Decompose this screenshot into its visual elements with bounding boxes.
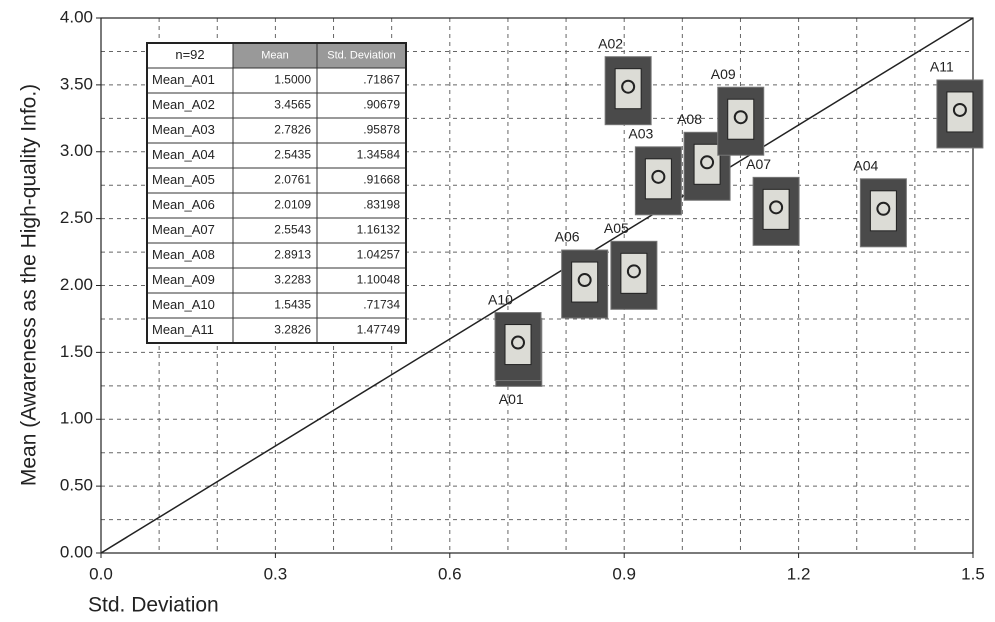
cell-text: 3.2283 bbox=[274, 273, 311, 287]
cell-text: 1.5000 bbox=[274, 73, 311, 87]
y-tick-label: 2.50 bbox=[60, 208, 93, 227]
header-text: Std. Deviation bbox=[327, 49, 395, 61]
cell-text: .90679 bbox=[363, 98, 400, 112]
y-tick-label: 0.50 bbox=[60, 476, 93, 495]
point-label: A02 bbox=[598, 35, 623, 51]
cell-text: .91668 bbox=[363, 173, 400, 187]
cell-text: Mean_A05 bbox=[152, 172, 215, 187]
x-tick-label: 1.2 bbox=[787, 564, 811, 583]
cell-text: Mean_A06 bbox=[152, 197, 215, 212]
header-text: Mean bbox=[261, 49, 289, 61]
point-label: A08 bbox=[677, 111, 702, 127]
cell-text: 2.5435 bbox=[274, 148, 311, 162]
cell-text: .71867 bbox=[363, 73, 400, 87]
cell-text: .83198 bbox=[363, 198, 400, 212]
cell-text: Mean_A04 bbox=[152, 147, 215, 162]
point: A07 bbox=[746, 156, 799, 245]
cell-text: Mean_A02 bbox=[152, 97, 215, 112]
point: A04 bbox=[853, 158, 906, 247]
point-label: A04 bbox=[853, 158, 878, 174]
sign-plate bbox=[615, 69, 641, 109]
point-label: A11 bbox=[930, 59, 954, 75]
cell-text: 2.8913 bbox=[274, 248, 311, 262]
x-tick-label: 0.9 bbox=[612, 564, 636, 583]
point: A10 bbox=[488, 291, 541, 380]
cell-text: 1.16132 bbox=[357, 223, 401, 237]
point-label: A07 bbox=[746, 156, 771, 172]
point: A03 bbox=[628, 126, 681, 215]
point-label: A03 bbox=[628, 126, 653, 142]
cell-text: 2.0109 bbox=[274, 198, 311, 212]
cell-text: Mean_A03 bbox=[152, 122, 215, 137]
x-tick-label: 0.6 bbox=[438, 564, 462, 583]
sign-plate bbox=[947, 92, 973, 132]
point: A09 bbox=[711, 66, 764, 155]
cell-text: 2.7826 bbox=[274, 123, 311, 137]
cell-text: .95878 bbox=[363, 123, 400, 137]
sign-plate bbox=[572, 262, 598, 302]
point-label: A09 bbox=[711, 66, 736, 82]
y-tick-label: 0.00 bbox=[60, 542, 93, 561]
cell-text: 3.4565 bbox=[274, 98, 311, 112]
point: A11 bbox=[930, 59, 983, 148]
sign-plate bbox=[645, 159, 671, 199]
cell-text: Mean_A08 bbox=[152, 247, 215, 262]
sign-plate bbox=[763, 189, 789, 229]
y-tick-label: 4.00 bbox=[60, 7, 93, 26]
cell-text: 2.5543 bbox=[274, 223, 311, 237]
y-tick-label: 1.00 bbox=[60, 409, 93, 428]
point-label: A06 bbox=[555, 229, 580, 245]
cell-text: .71734 bbox=[363, 298, 400, 312]
header-text: n=92 bbox=[175, 47, 204, 62]
sign-plate bbox=[870, 191, 896, 231]
point-label: A10 bbox=[488, 291, 513, 307]
x-tick-label: 0.3 bbox=[264, 564, 288, 583]
cell-text: 2.0761 bbox=[274, 173, 311, 187]
cell-text: Mean_A07 bbox=[152, 222, 215, 237]
y-tick-label: 1.50 bbox=[60, 342, 93, 361]
x-axis-title: Std. Deviation bbox=[88, 594, 219, 617]
y-tick-label: 3.50 bbox=[60, 74, 93, 93]
sign-plate bbox=[505, 325, 531, 365]
cell-text: Mean_A11 bbox=[152, 322, 214, 337]
y-tick-label: 2.00 bbox=[60, 275, 93, 294]
point: A02 bbox=[598, 35, 651, 124]
sign-plate bbox=[694, 144, 720, 184]
cell-text: Mean_A01 bbox=[152, 72, 215, 87]
cell-text: 1.34584 bbox=[357, 148, 401, 162]
cell-text: 3.2826 bbox=[274, 323, 311, 337]
chart: Std. Deviation Mean (Awareness as the Hi… bbox=[0, 0, 995, 622]
y-axis-title: Mean (Awareness as the High-quality Info… bbox=[18, 84, 41, 486]
x-tick-label: 0.0 bbox=[89, 564, 113, 583]
data-table: n=92 Mean Std. Deviation Mean_A01 1.5000 .718… bbox=[147, 43, 406, 343]
point: A06 bbox=[555, 229, 608, 318]
point-label: A01 bbox=[499, 391, 524, 407]
x-tick-label: 1.5 bbox=[961, 564, 985, 583]
y-tick-label: 3.00 bbox=[60, 141, 93, 160]
sign-plate bbox=[728, 99, 754, 139]
point-label: A05 bbox=[604, 220, 629, 236]
cell-text: Mean_A10 bbox=[152, 297, 215, 312]
cell-text: Mean_A09 bbox=[152, 272, 215, 287]
cell-text: 1.10048 bbox=[357, 273, 401, 287]
cell-text: 1.47749 bbox=[357, 323, 401, 337]
point: A05 bbox=[604, 220, 657, 309]
sign-plate bbox=[621, 253, 647, 293]
cell-text: 1.5435 bbox=[274, 298, 311, 312]
cell-text: 1.04257 bbox=[357, 248, 401, 262]
